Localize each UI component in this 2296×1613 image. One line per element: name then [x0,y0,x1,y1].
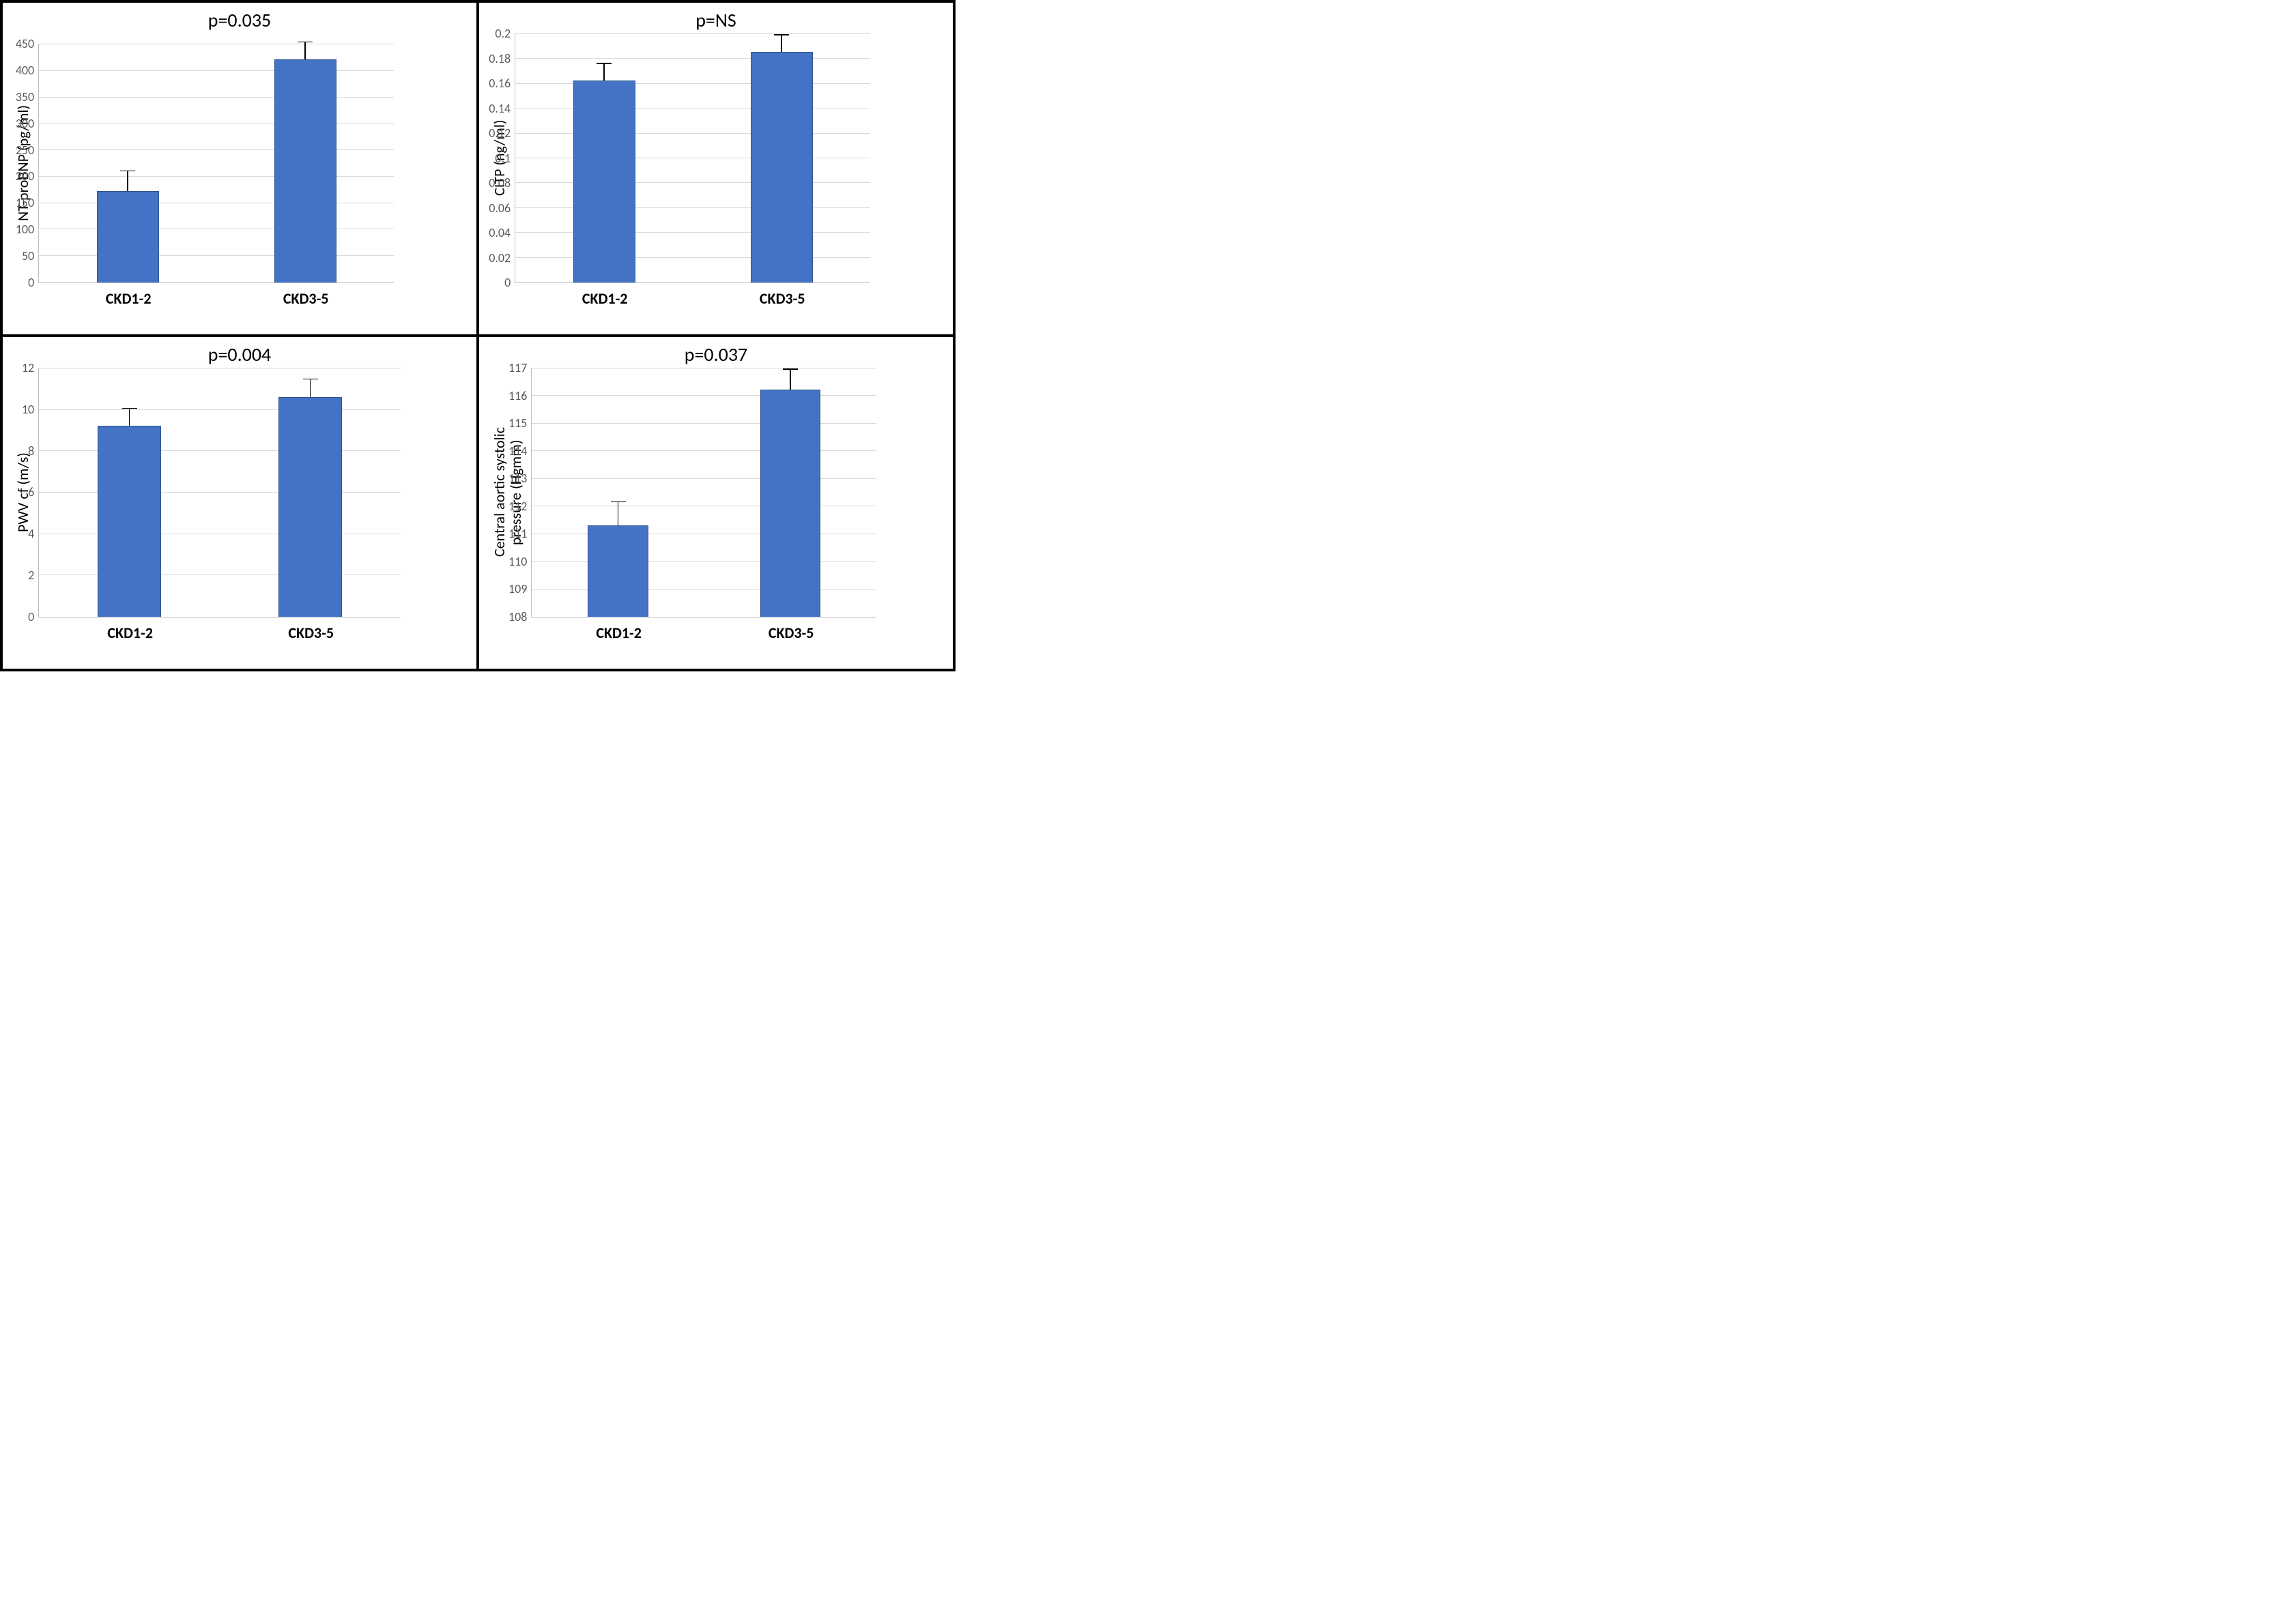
plot-area: NT-proBNP (pg/ml)45040035030025020015010… [12,44,394,283]
x-category: CKD3-5 [217,289,394,308]
x-category-labels: CKD1-2CKD3-5 [516,289,871,308]
p-value-label: p=0.004 [3,343,476,366]
x-category: CKD3-5 [693,289,871,308]
error-bar [618,502,619,525]
error-bar-cap [611,502,626,503]
error-bar-cap [303,379,318,380]
plot-area: Central aortic systolic pressure (Hgmm)1… [489,368,876,617]
bars-container [515,33,870,282]
plot-region [531,368,876,617]
bar-slot [704,368,877,617]
x-category: CKD3-5 [220,624,401,642]
error-bar [304,42,306,60]
panel-central-aortic-sp: p=0.037 Central aortic systolic pressure… [478,336,954,670]
error-bar [781,35,782,53]
plot-region [38,44,394,283]
panel-nt-probnp: p=0.035 NT-proBNP (pg/ml)450400350300250… [1,1,478,336]
bar-slot [39,44,216,282]
p-value-label: p=0.035 [3,8,476,32]
bar [97,191,159,282]
x-category: CKD3-5 [705,624,878,642]
chart-grid-2x2: p=0.035 NT-proBNP (pg/ml)450400350300250… [0,0,956,671]
error-bar-cap [597,63,612,64]
plot-region [38,368,401,617]
error-bar [129,408,130,426]
x-category-labels: CKD1-2CKD3-5 [40,624,401,642]
error-bar [127,171,128,192]
error-bar-cap [298,42,313,43]
p-value-label: p=0.037 [479,343,953,366]
bar-slot [515,33,693,282]
error-bar-cap [783,368,798,370]
x-category: CKD1-2 [516,289,693,308]
error-bar [603,63,605,81]
bars-container [39,44,394,282]
bars-container [532,368,876,617]
bar-slot [693,33,870,282]
p-value-label: p=NS [479,8,953,32]
x-category: CKD1-2 [532,624,705,642]
bar-slot [216,44,394,282]
bar-slot [532,368,704,617]
bars-container [39,368,401,617]
plot-area: PWV cf (m/s)121086420 [12,368,401,617]
x-category-labels: CKD1-2CKD3-5 [40,289,394,308]
y-axis-label: NT-proBNP (pg/ml) [12,44,34,282]
error-bar-cap [122,408,137,409]
panel-pwv-cf: p=0.004 PWV cf (m/s)121086420 CKD1-2CKD3-… [1,336,478,670]
bar-slot [220,368,401,617]
x-category: CKD1-2 [40,289,217,308]
bar-slot [39,368,220,617]
error-bar-cap [774,34,789,35]
error-bar [310,379,311,397]
bar [98,426,161,617]
bar [751,52,813,282]
bar [274,59,336,282]
y-axis-label: Central aortic systolic pressure (Hgmm) [489,368,527,617]
x-category-labels: CKD1-2CKD3-5 [532,624,877,642]
plot-area: CITP (ng/ml)0.20.180.160.140.120.10.080.… [489,33,870,283]
error-bar-cap [120,171,135,172]
x-category: CKD1-2 [40,624,220,642]
plot-region [515,33,870,283]
bar [278,397,342,617]
bar [760,390,820,617]
bar [573,81,635,282]
error-bar [790,369,791,390]
bar [588,525,648,617]
panel-citp: p=NS CITP (ng/ml)0.20.180.160.140.120.10… [478,1,954,336]
